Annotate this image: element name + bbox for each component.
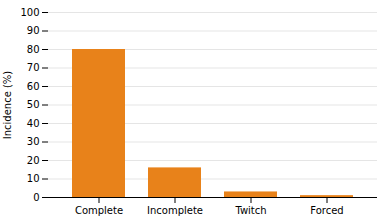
svg-text:50: 50 xyxy=(27,99,40,110)
svg-text:20: 20 xyxy=(27,155,40,166)
svg-text:10: 10 xyxy=(27,173,40,184)
svg-text:60: 60 xyxy=(27,81,40,92)
svg-text:30: 30 xyxy=(27,136,40,147)
svg-text:Twitch: Twitch xyxy=(234,205,266,216)
svg-text:Incidence (%): Incidence (%) xyxy=(2,71,13,140)
svg-text:40: 40 xyxy=(27,118,40,129)
svg-text:80: 80 xyxy=(27,44,40,55)
svg-text:100: 100 xyxy=(20,7,39,18)
svg-text:90: 90 xyxy=(27,25,40,36)
svg-text:Forced: Forced xyxy=(310,205,343,216)
svg-text:Complete: Complete xyxy=(75,205,123,216)
svg-text:0: 0 xyxy=(33,192,39,203)
svg-text:Incomplete: Incomplete xyxy=(147,205,203,216)
svg-text:70: 70 xyxy=(27,62,40,73)
